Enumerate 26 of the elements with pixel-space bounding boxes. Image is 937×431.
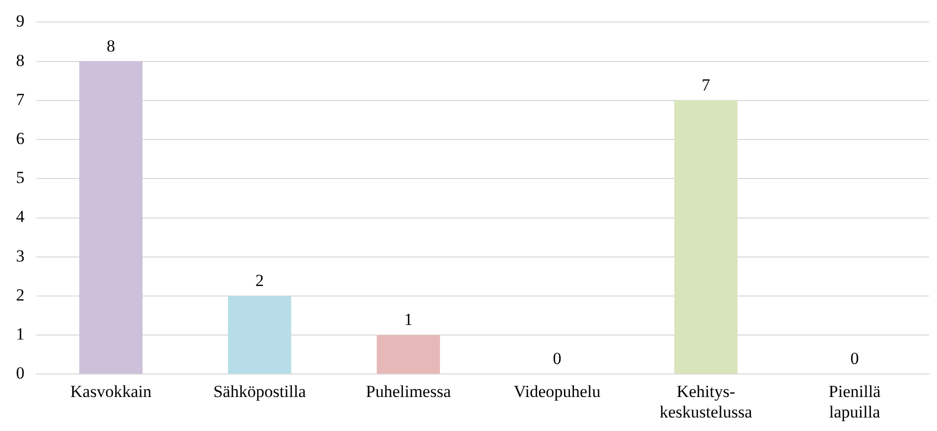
data-label: 0 xyxy=(850,349,859,368)
bar xyxy=(674,100,738,374)
y-tick-label: 9 xyxy=(16,12,24,31)
data-label: 0 xyxy=(552,349,562,368)
y-tick-label: 7 xyxy=(16,90,25,109)
data-label: 1 xyxy=(404,310,413,330)
bar xyxy=(376,335,440,374)
data-label: 7 xyxy=(702,75,711,94)
y-tick-label: 2 xyxy=(16,285,24,304)
y-tick-label: 1 xyxy=(16,324,24,344)
y-tick-label: 4 xyxy=(16,207,25,226)
y-tick-label: 3 xyxy=(16,246,24,266)
y-tick-label: 6 xyxy=(16,129,24,148)
x-tick-label: Kehitys- keskustelussa xyxy=(660,382,753,422)
x-tick-label: Puhelimessa xyxy=(366,382,452,401)
x-tick-label: Videopuhelu xyxy=(514,382,602,401)
x-tick-label: Kasvokkain xyxy=(70,382,152,401)
y-tick-label: 8 xyxy=(16,50,24,70)
bar xyxy=(228,296,292,374)
data-label: 8 xyxy=(106,36,116,56)
x-tick-label: Sähköpostilla xyxy=(213,382,306,401)
x-tick-label: Pienillä lapuilla xyxy=(828,382,882,422)
data-label: 2 xyxy=(255,270,264,290)
y-tick-label: 0 xyxy=(16,364,24,383)
y-tick-label: 5 xyxy=(16,168,24,188)
bar xyxy=(79,61,142,374)
